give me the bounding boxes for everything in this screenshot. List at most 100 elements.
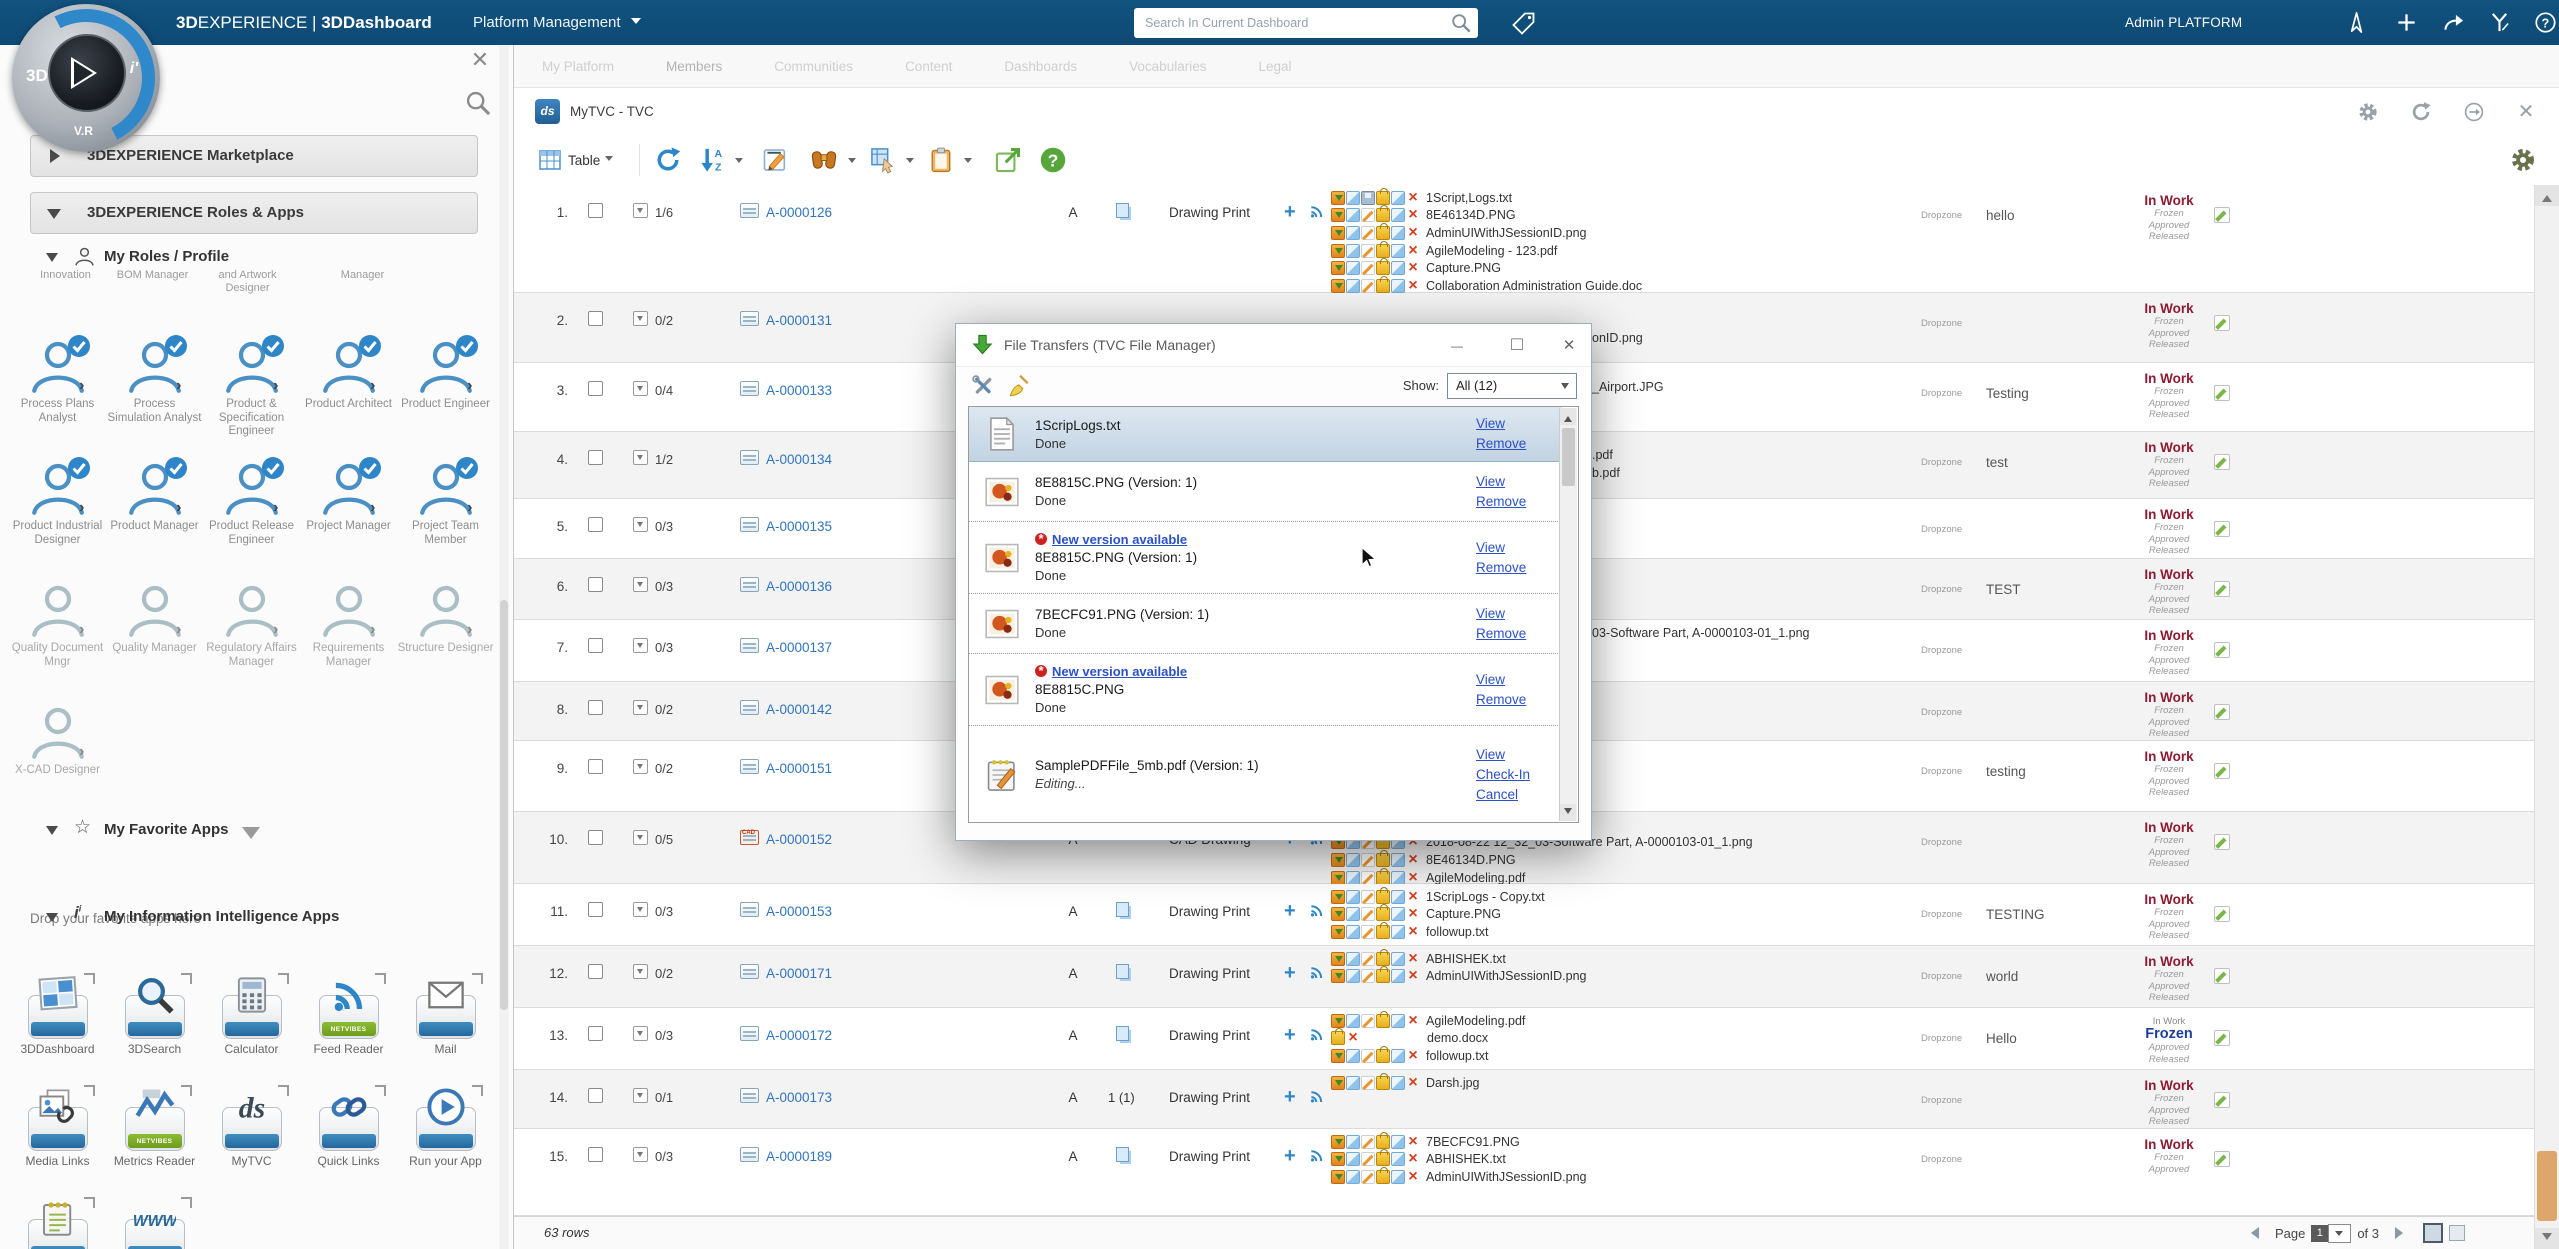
checkin-file-icon[interactable] — [1391, 1049, 1405, 1063]
scrollbar-thumb[interactable] — [500, 600, 508, 1010]
view-file-icon[interactable] — [1346, 1076, 1360, 1090]
file-name[interactable]: followup.txt — [1426, 1049, 1489, 1063]
edit-file-icon[interactable] — [1361, 208, 1375, 222]
edit-file-icon[interactable] — [1361, 1170, 1375, 1184]
view-file-icon[interactable] — [1346, 952, 1360, 966]
app-tile-icon[interactable] — [413, 977, 479, 1039]
expand-icon[interactable] — [633, 577, 648, 592]
view-file-icon[interactable] — [1346, 1049, 1360, 1063]
lock-file-icon[interactable] — [1376, 907, 1390, 921]
dialog-titlebar[interactable]: File Transfers (TVC File Manager) — [956, 324, 1591, 367]
role-expand-arrow[interactable]: › — [176, 499, 181, 517]
file-name[interactable]: AgileModeling.pdf — [1426, 1014, 1525, 1028]
show-filter-select[interactable]: All (12) — [1447, 373, 1577, 399]
checkout-icon[interactable] — [1331, 261, 1345, 275]
sidebar-scrollbar[interactable] — [499, 45, 509, 1249]
row-checkbox[interactable] — [588, 311, 603, 326]
promote-state-icon[interactable] — [2214, 763, 2230, 779]
app-tile-icon[interactable]: NETVIBES — [122, 1089, 188, 1151]
checkout-icon[interactable] — [1331, 244, 1345, 258]
subscribe-icon[interactable] — [1308, 901, 1326, 919]
app-tile-icon[interactable] — [122, 977, 188, 1039]
edit-file-icon[interactable] — [1361, 925, 1375, 939]
transfer-action-link[interactable]: Remove — [1476, 434, 1562, 454]
file-name[interactable]: followup.txt — [1426, 925, 1489, 939]
row-checkbox[interactable] — [588, 759, 603, 774]
share-icon[interactable] — [2442, 11, 2465, 34]
app-item[interactable]: MyTVC — [203, 1089, 300, 1201]
app-item[interactable] — [106, 1201, 203, 1249]
app-item[interactable]: Calculator — [203, 977, 300, 1089]
row-checkbox[interactable] — [588, 450, 603, 465]
delete-file-icon[interactable] — [1406, 925, 1420, 939]
transfer-action-link[interactable]: View — [1476, 472, 1562, 492]
app-item[interactable]: Quick Links — [300, 1089, 397, 1201]
checkin-file-icon[interactable] — [1391, 1135, 1405, 1149]
lock-file-icon[interactable] — [1376, 969, 1390, 983]
role-item[interactable]: › Product Engineer — [397, 337, 494, 459]
app-item[interactable] — [9, 1201, 106, 1249]
role-item[interactable]: › Quality Manager — [106, 581, 203, 703]
checkin-file-icon[interactable] — [1391, 244, 1405, 258]
checkin-file-icon[interactable] — [1391, 871, 1405, 885]
expand-icon[interactable] — [633, 311, 648, 326]
checkout-icon[interactable] — [1331, 907, 1345, 921]
lock-file-icon[interactable] — [1331, 1031, 1345, 1045]
add-action-icon[interactable]: + — [1284, 1087, 1296, 1107]
file-name[interactable]: AgileModeling - 123.pdf — [1426, 244, 1557, 258]
promote-state-icon[interactable] — [2214, 704, 2230, 720]
checkout-icon[interactable] — [1331, 1076, 1345, 1090]
delete-file-icon[interactable] — [1406, 244, 1420, 258]
scroll-down-button[interactable] — [1560, 804, 1576, 821]
table-row[interactable]: 1. 1/6 A-0000126 A Drawing Print + — [514, 185, 2559, 293]
edit-file-icon[interactable] — [1361, 1152, 1375, 1166]
view-file-icon[interactable] — [1346, 244, 1360, 258]
new-version-row[interactable]: * New version available — [1035, 662, 1476, 680]
file-name[interactable]: Capture.PNG — [1426, 261, 1501, 275]
app-tile-icon[interactable] — [122, 1201, 188, 1249]
checkin-file-icon[interactable] — [1391, 1170, 1405, 1184]
add-action-icon[interactable]: + — [1284, 1025, 1296, 1045]
lock-file-icon[interactable] — [1376, 261, 1390, 275]
delete-file-icon[interactable] — [1406, 1049, 1420, 1063]
lock-file-icon[interactable] — [1376, 279, 1390, 293]
transfer-action-link[interactable]: View — [1476, 745, 1562, 765]
lock-file-icon[interactable] — [1376, 853, 1390, 867]
lock-file-icon[interactable] — [1376, 1076, 1390, 1090]
edit-file-icon[interactable] — [1361, 871, 1375, 885]
checkout-icon[interactable] — [1331, 1014, 1345, 1028]
expand-icon[interactable] — [633, 1088, 648, 1103]
new-version-row[interactable]: * New version available — [1035, 530, 1476, 548]
maximize-icon[interactable] — [1505, 334, 1529, 358]
transfer-item[interactable]: SamplePDFFile_5mb.pdf (Version: 1) Editi… — [969, 726, 1562, 823]
view-file-icon[interactable] — [1346, 1152, 1360, 1166]
edit-file-icon[interactable] — [1361, 952, 1375, 966]
expand-icon[interactable] — [633, 1147, 648, 1162]
promote-state-icon[interactable] — [2214, 968, 2230, 984]
row-checkbox[interactable] — [588, 517, 603, 532]
file-name[interactable]: 8E46134D.PNG — [1426, 208, 1516, 222]
role-expand-arrow[interactable]: › — [79, 499, 84, 517]
checkout-icon[interactable] — [1331, 969, 1345, 983]
accordion-roles-apps[interactable]: 3DEXPERIENCE Roles & Apps — [30, 192, 478, 234]
delete-file-icon[interactable] — [1406, 871, 1420, 885]
object-name-link[interactable]: A-0000151 — [766, 762, 832, 776]
version-icon[interactable] — [1116, 1026, 1129, 1041]
subscribe-icon[interactable] — [1308, 963, 1326, 981]
promote-state-icon[interactable] — [2214, 906, 2230, 922]
checkout-icon[interactable] — [1331, 191, 1345, 205]
object-name-link[interactable]: A-0000136 — [766, 580, 832, 594]
promote-state-icon[interactable] — [2214, 1151, 2230, 1167]
dashboard-search[interactable] — [1134, 8, 1478, 38]
add-action-icon[interactable]: + — [1284, 202, 1296, 222]
view-file-icon[interactable] — [1346, 1135, 1360, 1149]
tools-icon[interactable] — [970, 373, 996, 399]
expand-icon[interactable] — [633, 830, 648, 845]
new-version-link[interactable]: New version available — [1052, 664, 1187, 679]
transfer-action-link[interactable]: Check-In — [1476, 765, 1562, 785]
role-item[interactable]: › Product & Specification Engineer — [203, 337, 300, 459]
view-file-icon[interactable] — [1346, 969, 1360, 983]
role-expand-arrow[interactable]: › — [79, 377, 84, 395]
apps-y-icon[interactable] — [2488, 11, 2511, 34]
lock-file-icon[interactable] — [1376, 244, 1390, 258]
